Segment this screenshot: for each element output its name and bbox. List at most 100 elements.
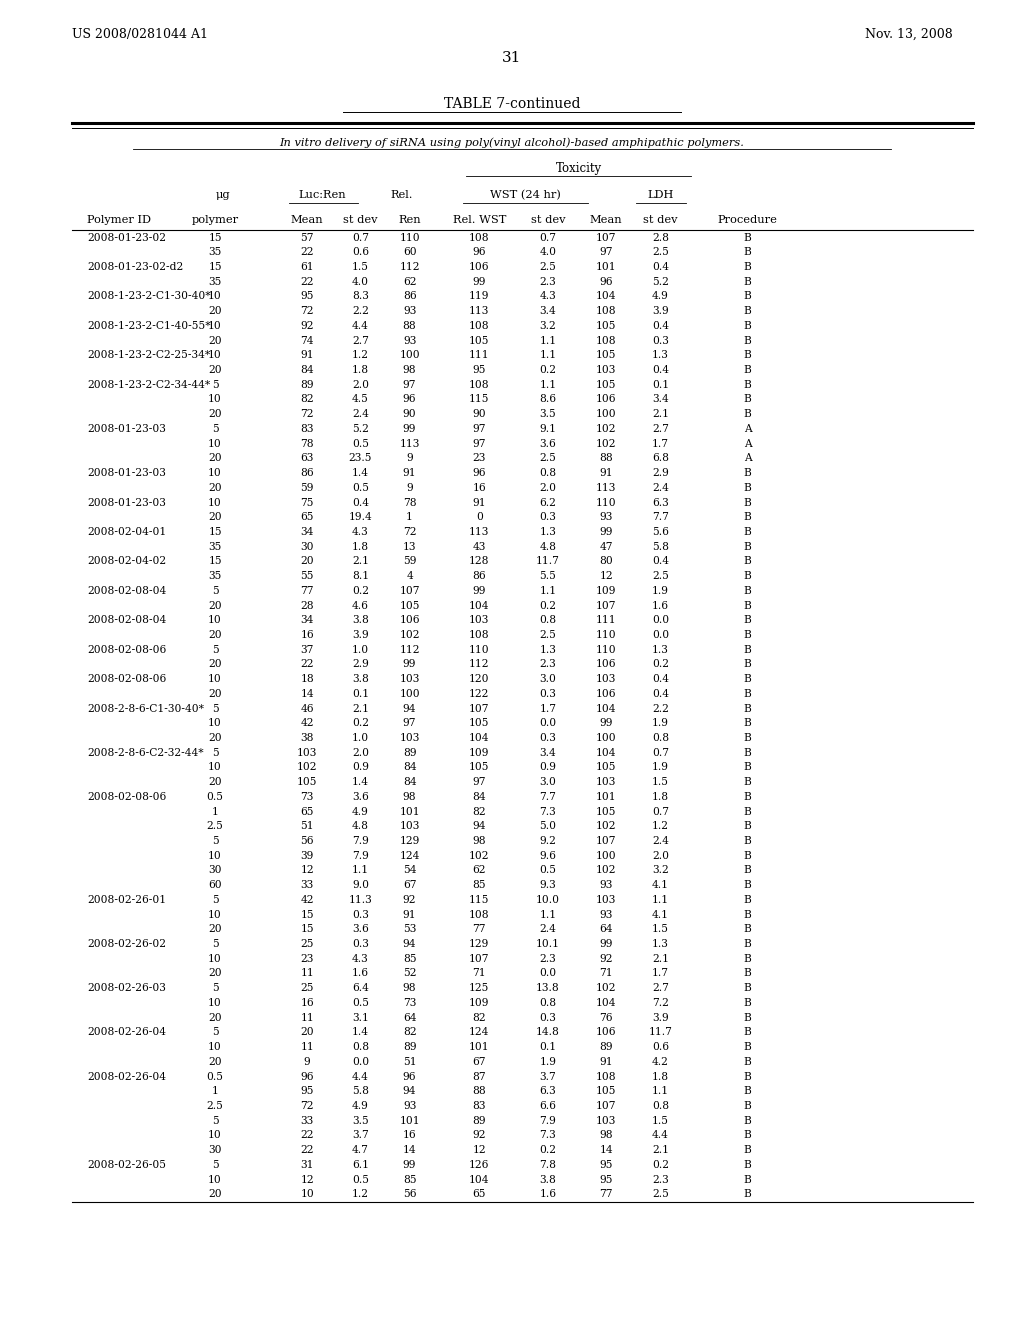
Text: 1.2: 1.2 (652, 821, 669, 832)
Text: 105: 105 (596, 380, 616, 389)
Text: 5.8: 5.8 (352, 1086, 369, 1096)
Text: A: A (743, 453, 752, 463)
Text: 1.1: 1.1 (540, 350, 556, 360)
Text: 14: 14 (599, 1146, 613, 1155)
Text: 1.6: 1.6 (652, 601, 669, 611)
Text: 4: 4 (407, 572, 413, 581)
Text: 2.0: 2.0 (352, 747, 369, 758)
Text: 1.8: 1.8 (352, 366, 369, 375)
Text: 2.4: 2.4 (540, 924, 556, 935)
Text: polymer: polymer (191, 215, 239, 226)
Text: 31: 31 (300, 1160, 314, 1170)
Text: 108: 108 (469, 380, 489, 389)
Text: B: B (743, 836, 752, 846)
Text: In vitro delivery of siRNA using poly(vinyl alcohol)-based amphipathic polymers.: In vitro delivery of siRNA using poly(vi… (280, 137, 744, 148)
Text: 77: 77 (472, 924, 486, 935)
Text: 5: 5 (212, 704, 218, 714)
Text: 43: 43 (472, 541, 486, 552)
Text: 91: 91 (402, 469, 417, 478)
Text: 100: 100 (596, 733, 616, 743)
Text: A: A (743, 424, 752, 434)
Text: 22: 22 (300, 1130, 314, 1140)
Text: 14: 14 (402, 1146, 417, 1155)
Text: B: B (743, 954, 752, 964)
Text: 110: 110 (596, 644, 616, 655)
Text: 101: 101 (596, 263, 616, 272)
Text: 0.0: 0.0 (652, 615, 669, 626)
Text: 1.4: 1.4 (352, 1027, 369, 1038)
Text: 3.6: 3.6 (352, 924, 369, 935)
Text: B: B (743, 998, 752, 1008)
Text: 46: 46 (300, 704, 314, 714)
Text: LDH: LDH (647, 190, 674, 201)
Text: 4.0: 4.0 (352, 277, 369, 286)
Text: 11: 11 (300, 969, 314, 978)
Text: 35: 35 (208, 572, 222, 581)
Text: 102: 102 (596, 983, 616, 993)
Text: 100: 100 (596, 851, 616, 861)
Text: 95: 95 (300, 1086, 314, 1096)
Text: B: B (743, 1041, 752, 1052)
Text: B: B (743, 1115, 752, 1126)
Text: 1.5: 1.5 (652, 777, 669, 787)
Text: 1.1: 1.1 (652, 1086, 669, 1096)
Text: 10: 10 (208, 469, 222, 478)
Text: 0.5: 0.5 (352, 998, 369, 1008)
Text: 59: 59 (402, 557, 417, 566)
Text: 2008-01-23-03: 2008-01-23-03 (87, 498, 166, 507)
Text: 10: 10 (208, 615, 222, 626)
Text: 105: 105 (596, 763, 616, 772)
Text: 13: 13 (402, 541, 417, 552)
Text: 0.7: 0.7 (352, 232, 369, 243)
Text: 89: 89 (599, 1041, 613, 1052)
Text: 10.0: 10.0 (536, 895, 560, 906)
Text: 1.4: 1.4 (352, 469, 369, 478)
Text: 9.6: 9.6 (540, 851, 556, 861)
Text: 3.7: 3.7 (352, 1130, 369, 1140)
Text: B: B (743, 1175, 752, 1184)
Text: 16: 16 (300, 998, 314, 1008)
Text: 0.7: 0.7 (652, 807, 669, 817)
Text: 105: 105 (596, 807, 616, 817)
Text: 2.0: 2.0 (652, 851, 669, 861)
Text: 11.7: 11.7 (648, 1027, 673, 1038)
Text: B: B (743, 924, 752, 935)
Text: 5.0: 5.0 (540, 821, 556, 832)
Text: B: B (743, 939, 752, 949)
Text: 2008-02-26-03: 2008-02-26-03 (87, 983, 166, 993)
Text: 20: 20 (208, 1057, 222, 1067)
Text: 2008-02-26-04: 2008-02-26-04 (87, 1027, 166, 1038)
Text: 8.6: 8.6 (540, 395, 556, 404)
Text: 1.5: 1.5 (652, 924, 669, 935)
Text: 2008-1-23-2-C2-34-44*: 2008-1-23-2-C2-34-44* (87, 380, 210, 389)
Text: 20: 20 (300, 1027, 314, 1038)
Text: 7.9: 7.9 (352, 836, 369, 846)
Text: 3.8: 3.8 (540, 1175, 556, 1184)
Text: 2.7: 2.7 (652, 424, 669, 434)
Text: 0.4: 0.4 (652, 366, 669, 375)
Text: 0.0: 0.0 (540, 718, 556, 729)
Text: B: B (743, 1101, 752, 1111)
Text: 101: 101 (399, 807, 420, 817)
Text: 5: 5 (212, 1115, 218, 1126)
Text: 72: 72 (300, 306, 314, 317)
Text: 2.4: 2.4 (652, 836, 669, 846)
Text: 3.5: 3.5 (540, 409, 556, 420)
Text: 90: 90 (402, 409, 417, 420)
Text: 83: 83 (300, 424, 314, 434)
Text: 20: 20 (208, 1012, 222, 1023)
Text: 20: 20 (208, 483, 222, 492)
Text: 2.5: 2.5 (540, 630, 556, 640)
Text: 0.3: 0.3 (352, 939, 369, 949)
Text: 97: 97 (402, 380, 417, 389)
Text: 85: 85 (402, 954, 417, 964)
Text: B: B (743, 232, 752, 243)
Text: 0.6: 0.6 (652, 1041, 669, 1052)
Text: 2008-01-23-02-d2: 2008-01-23-02-d2 (87, 263, 183, 272)
Text: 0.4: 0.4 (652, 263, 669, 272)
Text: 10: 10 (300, 1189, 314, 1200)
Text: 103: 103 (596, 1115, 616, 1126)
Text: B: B (743, 321, 752, 331)
Text: 2008-02-26-05: 2008-02-26-05 (87, 1160, 166, 1170)
Text: st dev: st dev (643, 215, 678, 226)
